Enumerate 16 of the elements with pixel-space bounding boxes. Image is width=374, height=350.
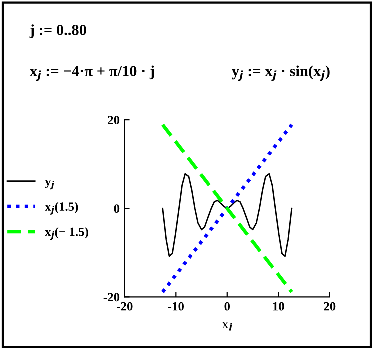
x-tick-label: -20 [117,302,133,311]
legend-label: x$_{j}$(− 1.5) [45,227,88,240]
y-tick-label: 0 [114,204,120,214]
x-tick-label: 10 [273,302,284,311]
text: x$_{j}$ := −4·π + π/10 · j [30,66,154,82]
y-tick-label: 20 [108,116,120,125]
text: y$_{j}$ := x$_{j}$ · sin(x$_{j}$) [232,66,330,82]
legend-label: x$_{j}$(1.5) [45,202,78,215]
x-axis-title: x$_{i}$ [222,322,232,331]
x-tick-label: 20 [324,302,336,311]
x-tick-label: 0 [224,302,230,311]
legend-label: y$_{j}$ [45,180,55,190]
y-tick-label: -20 [104,293,120,302]
x-tick-label: -10 [168,302,184,311]
text: j := 0..80 [30,24,86,38]
line-series [162,173,293,258]
